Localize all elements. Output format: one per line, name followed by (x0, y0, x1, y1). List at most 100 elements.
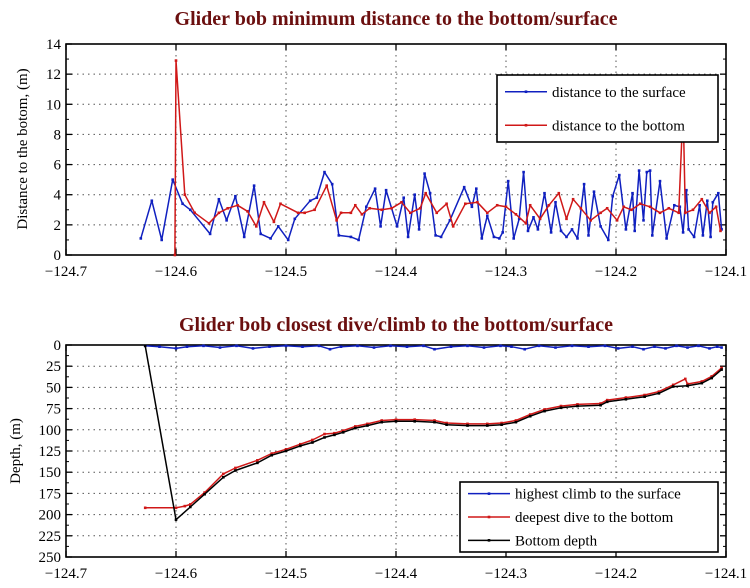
data-point-highest-climb-to-the-surface (339, 345, 343, 348)
data-point-deepest-dive-to-the-bottom (543, 408, 546, 411)
data-point-distance-to-the-surface (160, 238, 163, 242)
data-point-deepest-dive-to-the-bottom (413, 418, 416, 421)
data-point-distance-to-the-surface (428, 191, 432, 195)
data-point-distance-to-the-bottom (272, 220, 276, 224)
data-point-highest-climb-to-the-surface (389, 344, 392, 348)
data-point-distance-to-the-surface (286, 238, 290, 242)
data-point-bottom-depth (284, 449, 288, 453)
data-point-deepest-dive-to-the-bottom (311, 438, 314, 442)
data-point-distance-to-the-surface (678, 205, 682, 209)
legend-marker-distance-to-the-bottom (524, 123, 528, 127)
legend-label: highest climb to the surface (515, 487, 681, 503)
x-tick-label: −124.4 (375, 264, 418, 280)
data-point-bottom-depth (700, 381, 704, 385)
y-tick-label: 0 (54, 248, 62, 264)
x-tick-label: −124.2 (595, 566, 637, 582)
data-point-distance-to-the-bottom (262, 200, 266, 204)
series-line-distance-to-the-surface (140, 169, 723, 241)
y-tick-label: 75 (46, 402, 61, 418)
y-tick-label: 225 (39, 529, 62, 545)
data-point-highest-climb-to-the-surface (158, 345, 161, 348)
data-point-highest-climb-to-the-surface (653, 345, 656, 348)
data-point-bottom-depth (720, 368, 723, 371)
data-point-distance-to-the-surface (587, 234, 590, 237)
y-tick-label: 10 (46, 97, 61, 113)
x-tick-label: −124.6 (155, 264, 198, 280)
data-point-distance-to-the-surface (475, 187, 478, 190)
data-point-distance-to-the-bottom (193, 211, 196, 215)
data-point-distance-to-the-surface (413, 193, 416, 197)
data-point-bottom-depth (466, 424, 469, 427)
data-point-bottom-depth (270, 453, 273, 457)
data-point-highest-climb-to-the-surface (218, 346, 222, 349)
data-point-distance-to-the-surface (269, 237, 272, 240)
data-point-distance-to-the-surface (208, 232, 212, 236)
data-point-bottom-depth (143, 344, 147, 348)
data-point-distance-to-the-surface (543, 191, 546, 195)
y-tick-label: 25 (46, 359, 61, 375)
data-point-bottom-depth (624, 397, 628, 401)
chart-title: Glider bob minimum distance to the botto… (175, 8, 618, 30)
data-point-distance-to-the-bottom (658, 211, 662, 215)
data-point-highest-climb-to-the-surface (482, 346, 486, 349)
data-point-distance-to-the-bottom (684, 211, 687, 215)
data-point-deepest-dive-to-the-bottom (323, 432, 326, 436)
data-point-distance-to-the-bottom (514, 213, 518, 216)
data-point-distance-to-the-surface (706, 199, 709, 203)
data-point-distance-to-the-bottom (708, 211, 711, 215)
data-point-distance-to-the-bottom (547, 203, 551, 207)
data-point-highest-climb-to-the-surface (510, 345, 513, 348)
data-point-highest-climb-to-the-surface (372, 346, 376, 349)
data-point-deepest-dive-to-the-bottom (720, 366, 723, 370)
data-point-deepest-dive-to-the-bottom (222, 472, 225, 476)
data-point-distance-to-the-surface (395, 225, 399, 228)
data-point-bottom-depth (311, 441, 314, 444)
data-point-distance-to-the-surface (642, 219, 645, 222)
data-point-distance-to-the-surface (633, 229, 636, 233)
y-tick-label: 8 (54, 127, 62, 143)
data-point-deepest-dive-to-the-bottom (486, 422, 489, 426)
data-point-distance-to-the-bottom (368, 206, 371, 210)
data-point-deepest-dive-to-the-bottom (183, 504, 187, 508)
data-point-distance-to-the-bottom (615, 219, 619, 222)
data-point-bottom-depth (576, 404, 579, 408)
data-point-distance-to-the-surface (492, 235, 496, 239)
data-point-distance-to-the-surface (252, 184, 256, 187)
legend-label: distance to the surface (552, 85, 686, 101)
data-point-distance-to-the-bottom (296, 211, 300, 215)
data-point-deepest-dive-to-the-bottom (576, 403, 579, 406)
data-point-distance-to-the-surface (217, 197, 221, 201)
data-point-highest-climb-to-the-surface (422, 344, 425, 348)
data-point-deepest-dive-to-the-bottom (270, 452, 273, 455)
data-point-distance-to-the-bottom (183, 193, 187, 197)
data-point-distance-to-the-surface (417, 228, 421, 231)
data-point-distance-to-the-surface (225, 219, 228, 222)
y-axis-label: Distance to the botom, (m) (15, 68, 31, 229)
data-point-distance-to-the-surface (648, 169, 652, 172)
data-point-distance-to-the-surface (512, 237, 515, 240)
data-point-distance-to-the-bottom (714, 205, 718, 209)
data-point-distance-to-the-surface (592, 190, 596, 193)
data-point-distance-to-the-surface (565, 235, 568, 239)
data-point-distance-to-the-bottom (589, 219, 592, 222)
data-point-distance-to-the-surface (402, 196, 405, 200)
data-point-bottom-depth (394, 420, 398, 423)
data-point-distance-to-the-surface (462, 185, 466, 189)
data-point-bottom-depth (528, 414, 532, 418)
data-point-distance-to-the-surface (139, 237, 143, 240)
data-point-highest-climb-to-the-surface (499, 344, 502, 348)
data-point-distance-to-the-surface (582, 182, 586, 186)
data-point-highest-climb-to-the-surface (715, 345, 719, 348)
data-point-distance-to-the-surface (349, 235, 353, 239)
y-tick-label: 125 (39, 444, 62, 460)
data-point-distance-to-the-surface (624, 228, 628, 231)
x-tick-label: −124.1 (705, 264, 747, 280)
data-point-deepest-dive-to-the-bottom (189, 503, 192, 506)
data-point-distance-to-the-surface (323, 170, 326, 174)
data-point-distance-to-the-surface (611, 194, 614, 198)
data-point-distance-to-the-bottom (424, 191, 427, 195)
data-point-distance-to-the-surface (330, 182, 334, 186)
data-point-distance-to-the-surface (315, 196, 319, 200)
data-point-bottom-depth (433, 420, 436, 424)
data-point-deepest-dive-to-the-bottom (514, 419, 518, 422)
